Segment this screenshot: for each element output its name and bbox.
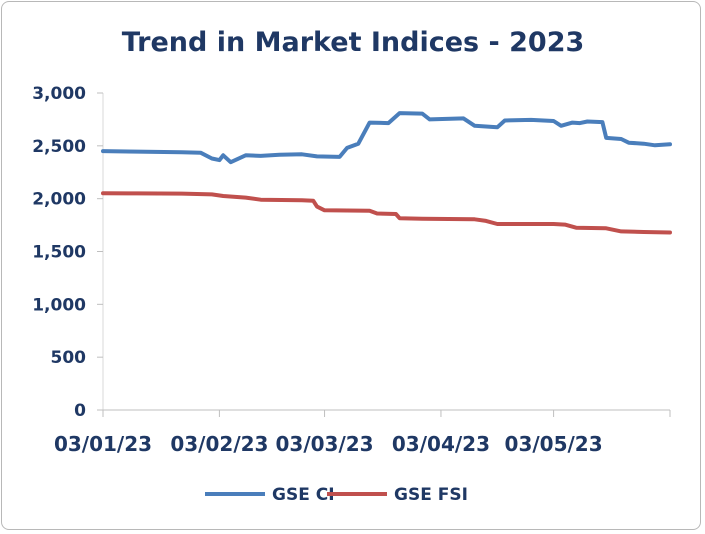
y-tick-label: 1,000: [32, 295, 86, 315]
y-tick-label: 2,000: [32, 190, 86, 210]
series-lines: [101, 111, 672, 235]
x-tick-label: 03/03/23: [275, 432, 373, 456]
y-tick-label: 2,500: [32, 137, 86, 157]
x-tick-label: 03/02/23: [170, 432, 268, 456]
x-tick-label: 03/04/23: [392, 432, 490, 456]
legend-label: GSE FSI: [394, 485, 468, 505]
y-tick-label: 0: [74, 401, 86, 421]
y-tick-label: 500: [51, 348, 87, 368]
y-tick-label: 3,000: [32, 84, 86, 104]
y-tick-labels: 0 500 1,000 1,500 2,000 2,500 3,000: [32, 84, 103, 421]
legend-label: GSE CI: [272, 485, 335, 505]
chart-legend: GSE CI GSE FSI: [205, 485, 468, 505]
x-tick-label: 03/05/23: [505, 432, 603, 456]
series-line-gse-ci: [101, 111, 672, 165]
y-tick-label: 1,500: [32, 243, 86, 263]
x-tick-label: 03/01/23: [54, 432, 152, 456]
series-line-gse-fsi: [101, 191, 672, 235]
x-tick-labels: 03/01/23 03/02/23 03/03/23 03/04/23 03/05/23: [54, 410, 671, 456]
chart-title: Trend in Market Indices - 2023: [122, 27, 585, 58]
